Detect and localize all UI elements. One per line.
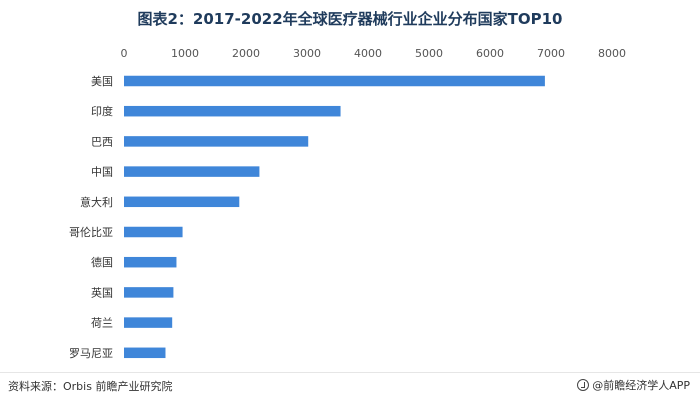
brand-label: @前瞻经济学人APP	[592, 379, 690, 392]
x-tick-label: 3000	[293, 47, 321, 60]
category-label: 意大利	[80, 195, 113, 209]
bar	[124, 105, 341, 117]
category-label: 德国	[91, 255, 113, 269]
x-axis-ticks: 0 1000 2000 3000 4000 5000 6000 7000 8000	[121, 47, 627, 60]
x-tick-label: 0	[121, 47, 128, 60]
bar	[124, 166, 260, 177]
category-label: 哥伦比亚	[69, 225, 113, 239]
category-label: 巴西	[91, 135, 113, 148]
category-label: 英国	[91, 285, 113, 299]
x-tick-label: 1000	[171, 47, 199, 60]
x-tick-label: 8000	[598, 47, 626, 60]
bar	[124, 136, 309, 147]
bar	[124, 75, 545, 87]
bar	[124, 226, 183, 238]
brand-logo-icon	[577, 379, 590, 391]
category-label: 印度	[91, 104, 113, 118]
footer-divider	[0, 372, 700, 373]
bar	[124, 196, 240, 208]
x-tick-label: 5000	[415, 47, 443, 60]
x-tick-label: 2000	[232, 47, 260, 60]
source-note: 资料来源：Orbis 前瞻产业研究院	[8, 380, 173, 393]
x-tick-label: 6000	[476, 47, 504, 60]
brand-mark: @前瞻经济学人APP	[577, 377, 690, 393]
bar	[124, 347, 166, 359]
x-tick-label: 7000	[537, 47, 565, 60]
bars	[124, 75, 545, 359]
x-tick-label: 4000	[354, 47, 382, 60]
category-label: 荷兰	[91, 317, 113, 330]
bar	[124, 317, 173, 328]
bar	[124, 287, 174, 298]
category-label: 美国	[91, 75, 113, 88]
category-label: 中国	[91, 166, 113, 179]
category-label: 罗马尼亚	[69, 347, 113, 360]
chart-title: 图表2：2017-2022年全球医疗器械行业企业分布国家TOP10	[137, 10, 563, 28]
bar	[124, 256, 177, 268]
